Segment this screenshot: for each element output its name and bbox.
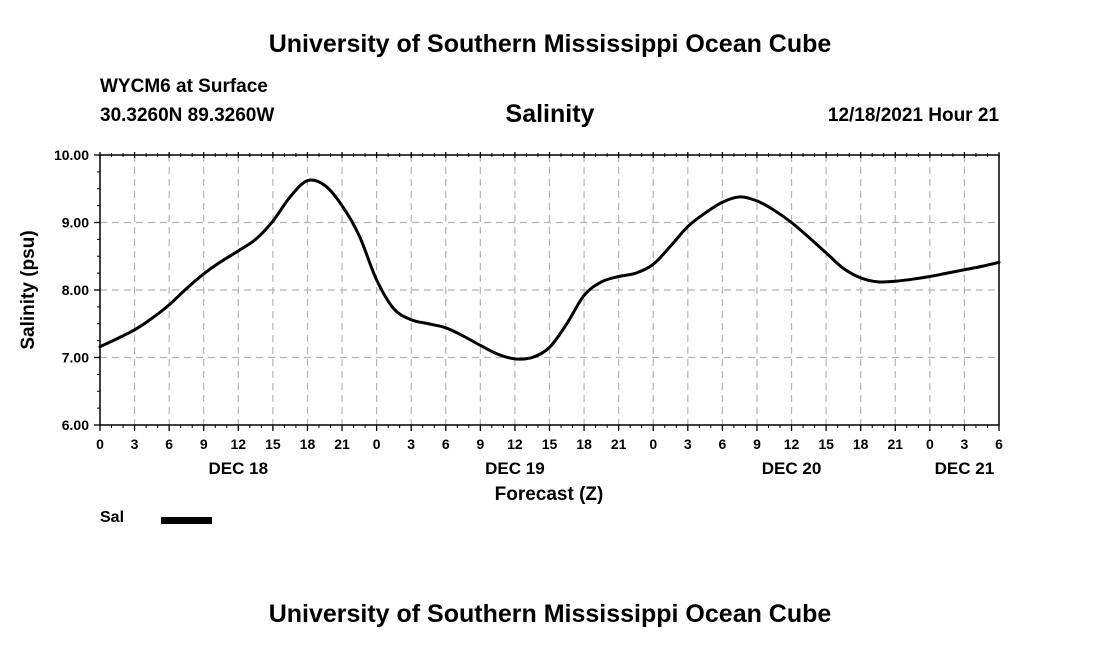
y-tick-label: 7.00: [62, 350, 89, 366]
x-tick-label: 9: [476, 436, 484, 452]
series-line-sal: [98, 178, 1001, 361]
footer-title: University of Southern Mississippi Ocean…: [268, 600, 832, 628]
legend-label-sal: Sal: [100, 509, 125, 526]
x-tick-label: 21: [887, 436, 903, 452]
x-tick-label: 3: [131, 436, 139, 452]
grid: [100, 155, 999, 425]
x-tick-label: 15: [542, 436, 558, 452]
axis-labels: 6.00 7.00 8.00 9.00 10.00 0 3 6 9 12 15 18 21 0 3 6 9 12 1…: [54, 147, 1003, 478]
x-tick-label: 0: [96, 436, 104, 452]
station-name: WYCM6 at Surface: [100, 76, 268, 97]
axis-ticks: [94, 152, 1000, 431]
x-tick-label: 9: [753, 436, 761, 452]
valid-time: 12/18/2021 Hour 21: [827, 105, 999, 126]
x-tick-label: 12: [507, 436, 523, 452]
series-layer: [98, 178, 1001, 361]
x-tick-label: 15: [265, 436, 281, 452]
y-tick-label: 9.00: [62, 215, 89, 231]
date-label: DEC 20: [762, 459, 822, 478]
x-tick-label: 6: [442, 436, 450, 452]
x-tick-label: 12: [231, 436, 247, 452]
x-tick-label: 18: [300, 436, 316, 452]
x-tick-label: 0: [649, 436, 657, 452]
x-tick-label: 0: [373, 436, 381, 452]
x-tick-label: 6: [995, 436, 1003, 452]
x-tick-label: 6: [165, 436, 173, 452]
x-tick-label: 6: [718, 436, 726, 452]
x-tick-label: 18: [853, 436, 869, 452]
date-label: DEC 19: [485, 459, 545, 478]
x-tick-label: 9: [200, 436, 208, 452]
main-title: University of Southern Mississippi Ocean…: [268, 30, 832, 58]
x-tick-label: 3: [684, 436, 692, 452]
y-tick-label: 6.00: [62, 417, 89, 433]
station-coordinates: 30.3260N 89.3260W: [100, 105, 275, 126]
y-axis-title: Salinity (psu): [18, 230, 39, 349]
x-axis-title: Forecast (Z): [495, 484, 604, 505]
x-tick-label: 3: [961, 436, 969, 452]
x-tick-label: 21: [334, 436, 350, 452]
x-tick-label: 3: [407, 436, 415, 452]
y-tick-label: 10.00: [54, 147, 89, 163]
x-tick-label: 18: [576, 436, 592, 452]
date-label: DEC 21: [935, 459, 995, 478]
chart-title: Salinity: [505, 100, 595, 128]
x-tick-label: 0: [926, 436, 934, 452]
x-tick-label: 21: [611, 436, 627, 452]
x-tick-label: 12: [784, 436, 800, 452]
y-tick-label: 8.00: [62, 282, 89, 298]
x-tick-label: 15: [818, 436, 834, 452]
date-label: DEC 18: [209, 459, 269, 478]
legend-swatch-sal: [161, 517, 212, 524]
